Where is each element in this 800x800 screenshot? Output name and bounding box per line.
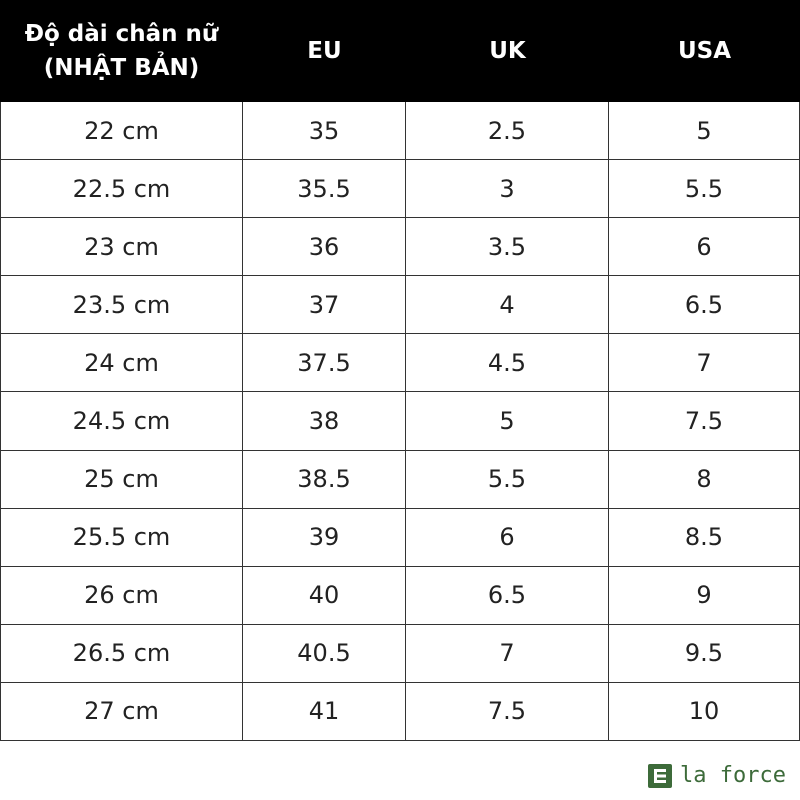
table-cell: 25 cm: [0, 450, 243, 509]
table-cell: 40: [243, 566, 406, 625]
header-cell: USA: [609, 0, 800, 102]
table-cell: 38.5: [243, 450, 406, 509]
header-cell: UK: [406, 0, 609, 102]
table-cell: 7: [609, 334, 800, 393]
table-cell: 3: [406, 160, 609, 219]
table-cell: 23 cm: [0, 218, 243, 277]
table-cell: 5.5: [406, 450, 609, 509]
table-cell: 9: [609, 566, 800, 625]
table-cell: 37: [243, 276, 406, 335]
table-cell: 22 cm: [0, 102, 243, 161]
table-cell: 2.5: [406, 102, 609, 161]
table-cell: 24 cm: [0, 334, 243, 393]
header-cell: Độ dài chân nữ (NHẬT BẢN): [0, 0, 243, 102]
table-cell: 36: [243, 218, 406, 277]
table-cell: 24.5 cm: [0, 392, 243, 451]
table-cell: 27 cm: [0, 682, 243, 741]
table-cell: 5: [609, 102, 800, 161]
table-cell: 8: [609, 450, 800, 509]
table-cell: 38: [243, 392, 406, 451]
table-cell: 22.5 cm: [0, 160, 243, 219]
brand-name: la force: [680, 763, 786, 788]
table-cell: 26 cm: [0, 566, 243, 625]
header-text: UK: [489, 38, 526, 64]
table-cell: 39: [243, 508, 406, 567]
header-text: Độ dài chân nữ: [24, 21, 219, 47]
table-cell: 35: [243, 102, 406, 161]
brand-logo: la force: [648, 763, 786, 788]
table-cell: 8.5: [609, 508, 800, 567]
table-cell: 5.5: [609, 160, 800, 219]
table-cell: 3.5: [406, 218, 609, 277]
header-cell: EU: [243, 0, 406, 102]
brand-icon: [648, 763, 673, 788]
table-cell: 26.5 cm: [0, 624, 243, 683]
table-cell: 7.5: [406, 682, 609, 741]
table-cell: 5: [406, 392, 609, 451]
table-cell: 6: [406, 508, 609, 567]
table-cell: 40.5: [243, 624, 406, 683]
table-cell: 7: [406, 624, 609, 683]
table-cell: 25.5 cm: [0, 508, 243, 567]
table-cell: 23.5 cm: [0, 276, 243, 335]
table-cell: 37.5: [243, 334, 406, 393]
table-cell: 9.5: [609, 624, 800, 683]
header-text: USA: [677, 38, 732, 64]
header-text: EU: [307, 38, 342, 64]
header-text: (NHẬT BẢN): [43, 55, 200, 81]
table-cell: 6.5: [406, 566, 609, 625]
table-cell: 35.5: [243, 160, 406, 219]
table-cell: 4: [406, 276, 609, 335]
table-cell: 7.5: [609, 392, 800, 451]
table-cell: 6: [609, 218, 800, 277]
table-cell: 10: [609, 682, 800, 741]
table-cell: 4.5: [406, 334, 609, 393]
table-cell: 41: [243, 682, 406, 741]
table-cell: 6.5: [609, 276, 800, 335]
